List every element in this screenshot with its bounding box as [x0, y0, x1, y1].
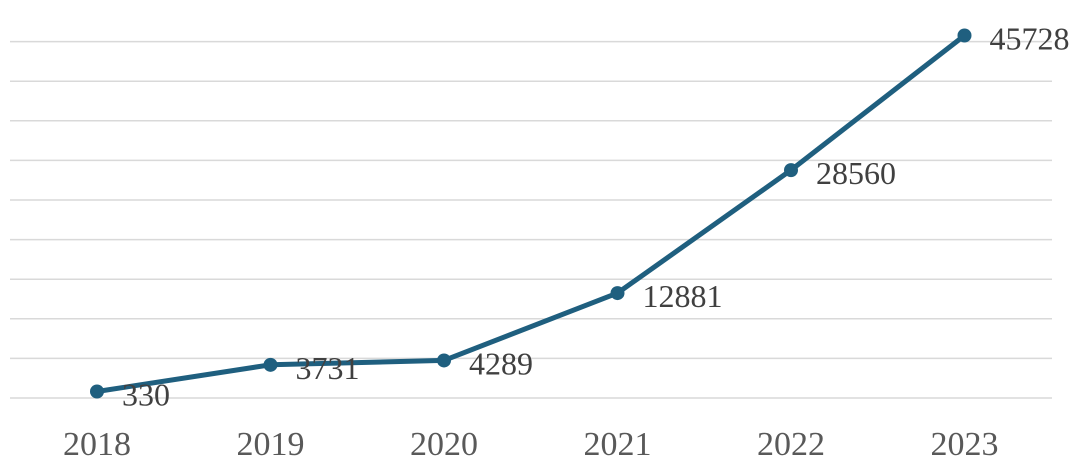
x-axis-tick-labels: 2018 2019 2020 2021 2022 2023 — [63, 426, 999, 463]
data-point — [957, 28, 972, 43]
data-point — [784, 163, 798, 178]
data-point — [610, 286, 625, 301]
data-label: 3731 — [296, 350, 360, 386]
data-label: 12881 — [643, 278, 723, 314]
data-label: 45728 — [990, 20, 1070, 56]
x-tick-label: 2023 — [931, 426, 999, 463]
data-point — [437, 353, 451, 368]
series-line — [94, 33, 967, 394]
x-tick-label: 2020 — [410, 426, 478, 463]
x-tick-label: 2022 — [757, 426, 825, 463]
data-labels: 330 3731 4289 12881 28560 45728 — [122, 20, 1070, 412]
data-label: 4289 — [469, 345, 533, 381]
gridlines — [10, 40, 1052, 399]
data-points — [90, 28, 972, 399]
data-point — [263, 357, 278, 372]
x-tick-label: 2019 — [237, 426, 305, 463]
data-label: 330 — [122, 376, 170, 412]
x-tick-label: 2018 — [63, 426, 131, 463]
data-label: 28560 — [816, 155, 896, 191]
x-tick-label: 2021 — [584, 426, 652, 463]
data-point — [90, 384, 104, 399]
